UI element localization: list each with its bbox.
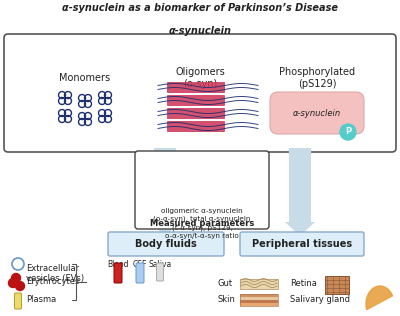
Text: Body fluids: Body fluids: [135, 239, 197, 249]
Polygon shape: [366, 286, 392, 310]
Text: Saliva: Saliva: [148, 260, 172, 269]
Text: P: P: [345, 127, 351, 137]
Text: Blood: Blood: [107, 260, 129, 269]
Bar: [240, 303, 278, 306]
FancyBboxPatch shape: [167, 82, 225, 93]
Bar: [240, 297, 278, 300]
FancyBboxPatch shape: [270, 92, 364, 134]
Circle shape: [12, 258, 24, 270]
Text: Peripheral tissues: Peripheral tissues: [252, 239, 352, 249]
FancyBboxPatch shape: [14, 293, 22, 309]
Text: Phosphorylated
(pS129): Phosphorylated (pS129): [279, 67, 355, 89]
Polygon shape: [285, 148, 315, 236]
FancyBboxPatch shape: [108, 232, 224, 256]
Text: Skin: Skin: [218, 295, 236, 305]
FancyBboxPatch shape: [114, 263, 122, 283]
Text: Gut: Gut: [218, 279, 233, 289]
Text: Plasma: Plasma: [26, 295, 56, 305]
Circle shape: [12, 274, 20, 283]
Text: α-synuclein: α-synuclein: [168, 26, 232, 36]
FancyBboxPatch shape: [156, 263, 164, 281]
Text: Retina: Retina: [290, 279, 317, 289]
Text: Erythrocytes: Erythrocytes: [26, 277, 79, 287]
Text: Measured parameters: Measured parameters: [150, 219, 254, 228]
Text: Extracellular
vesicles (EVs): Extracellular vesicles (EVs): [26, 264, 84, 283]
Bar: [240, 294, 278, 297]
Text: Oligomers
(o-syn): Oligomers (o-syn): [175, 67, 225, 89]
Circle shape: [340, 124, 356, 140]
Bar: [325, 276, 349, 294]
FancyBboxPatch shape: [4, 34, 396, 152]
Bar: [240, 279, 278, 289]
Text: α-synuclein as a biomarker of Parkinson’s Disease: α-synuclein as a biomarker of Parkinson’…: [62, 3, 338, 13]
Text: oligomeric α-synuclein
(o-α-syn), total α-synuclein
(t-α-syn), pS129,
o-α-syn/t-: oligomeric α-synuclein (o-α-syn), total …: [153, 208, 251, 239]
FancyBboxPatch shape: [136, 263, 144, 283]
Text: Monomers: Monomers: [60, 73, 110, 83]
FancyBboxPatch shape: [167, 121, 225, 132]
Circle shape: [16, 282, 24, 290]
FancyBboxPatch shape: [135, 151, 269, 229]
Text: α-synuclein: α-synuclein: [293, 108, 341, 118]
Bar: [240, 300, 278, 303]
FancyBboxPatch shape: [240, 232, 364, 256]
FancyBboxPatch shape: [167, 95, 225, 106]
Circle shape: [8, 278, 18, 288]
Text: Salivary gland: Salivary gland: [290, 295, 350, 305]
Text: CSF: CSF: [133, 260, 147, 269]
FancyBboxPatch shape: [167, 108, 225, 119]
Polygon shape: [150, 148, 180, 236]
